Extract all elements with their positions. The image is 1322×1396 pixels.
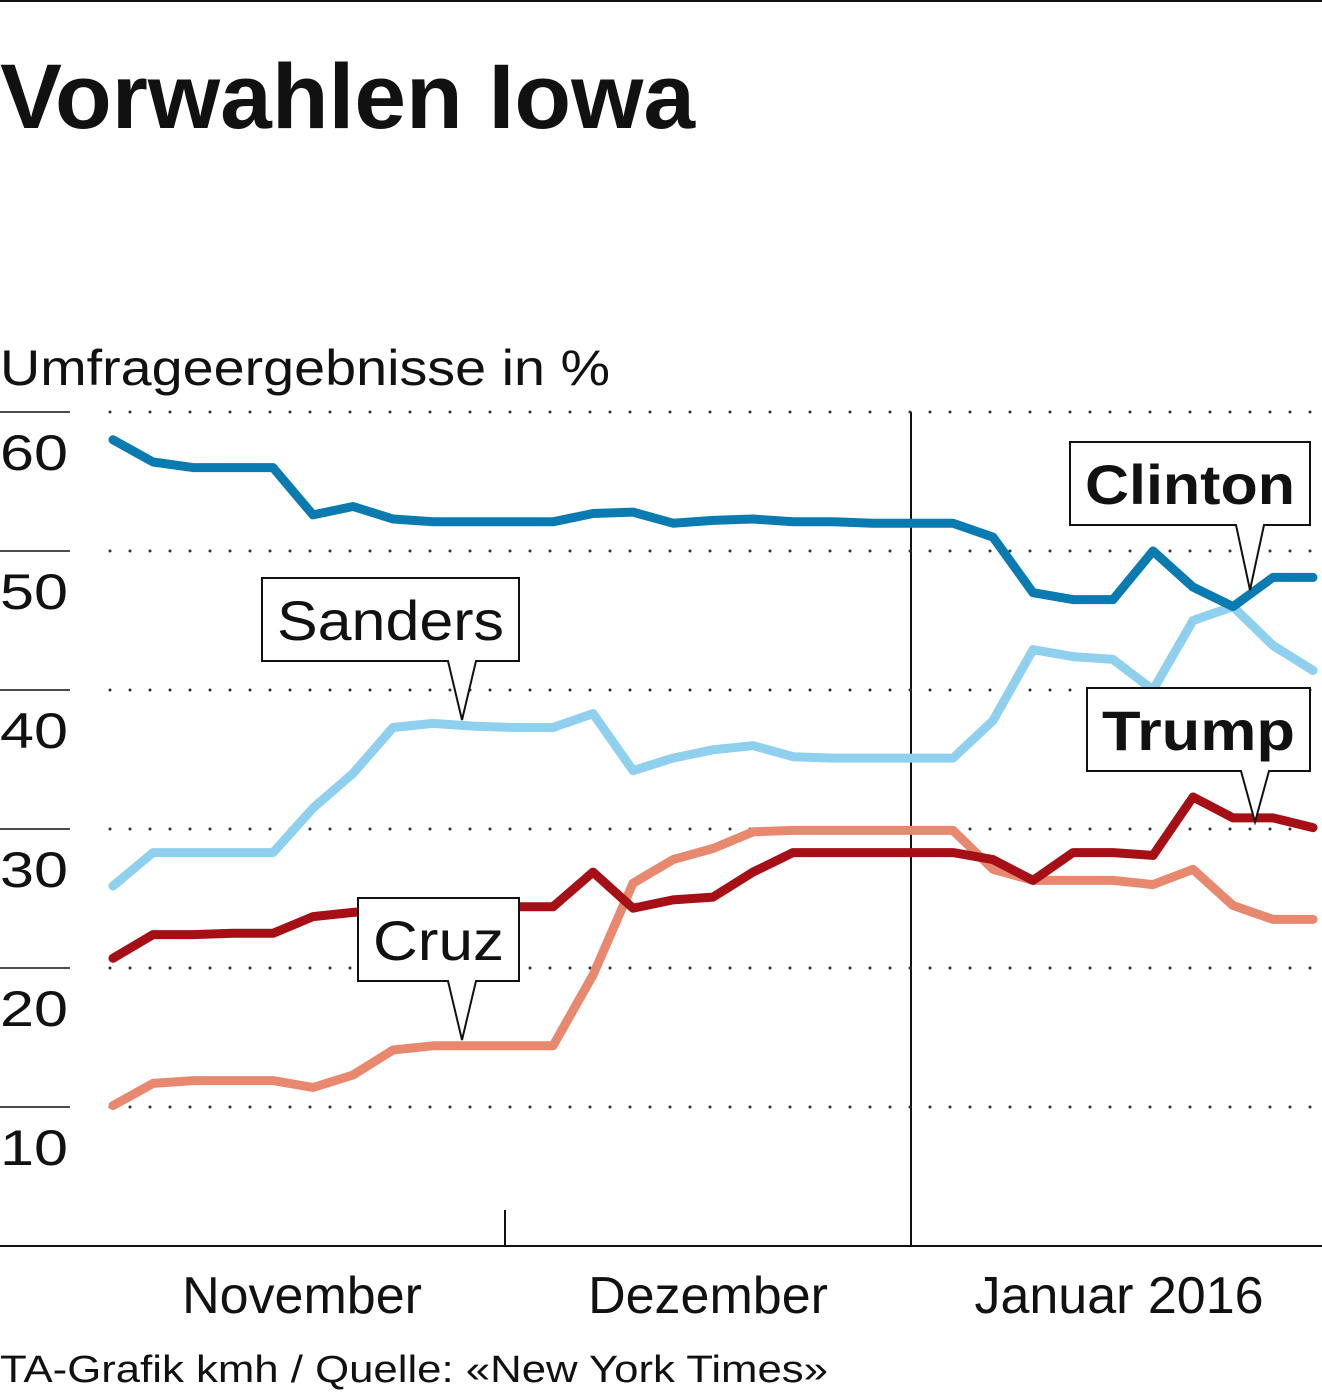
x-tick-label: Januar 2016 [974,1267,1263,1325]
series-line [108,792,1318,963]
source: TA-Grafik kmh / Quelle: «New York Times» [0,1349,828,1391]
y-tick-label: 10 [0,1120,68,1176]
y-tick-label: 60 [0,425,68,481]
subtitle: Umfrageergebnisse in % [0,340,610,396]
x-tick-label: Dezember [588,1267,828,1325]
callout-box [261,577,520,721]
series-line [108,435,1318,612]
callout-box [357,897,520,1041]
chart-title: Vorwahlen Iowa [0,46,696,148]
y-tick-label: 20 [0,981,68,1037]
y-tick-label: 40 [0,703,68,759]
series-label: Sanders [277,589,504,652]
series-line [108,602,1318,891]
y-tick-label: 50 [0,564,68,620]
series-label: Clinton [1085,453,1295,516]
series-label: Trump [1102,699,1295,762]
callout-box [1086,687,1311,826]
y-tick-label: 30 [0,842,68,898]
series-label: Cruz [373,909,504,972]
series-line [108,825,1318,1111]
callout-box [1069,441,1311,591]
x-tick-label: November [182,1267,422,1325]
